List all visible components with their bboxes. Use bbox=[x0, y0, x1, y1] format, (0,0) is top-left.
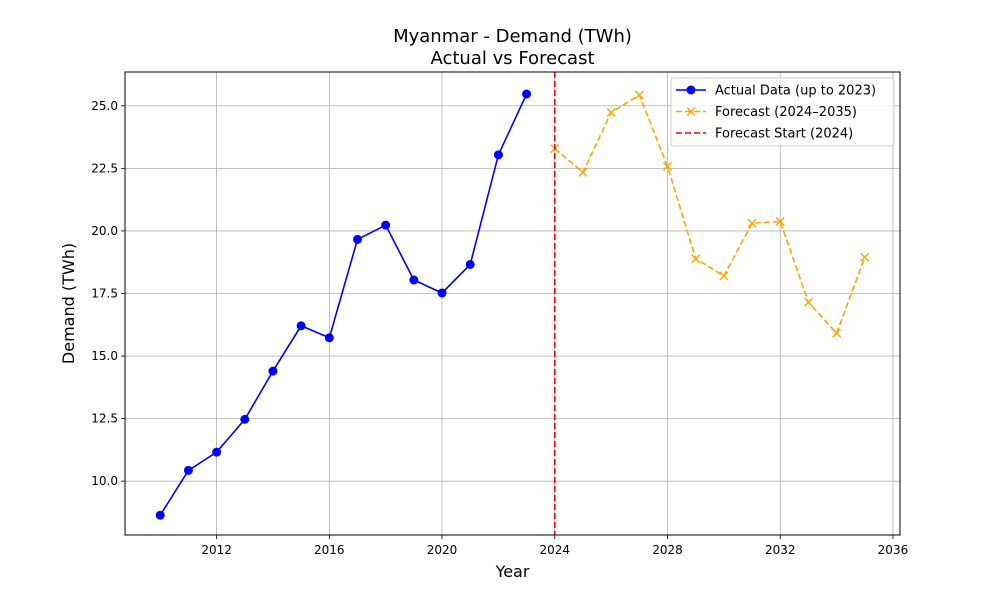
forecast-data-point bbox=[860, 252, 870, 262]
forecast-series-line bbox=[554, 93, 866, 335]
forecast-data-point bbox=[832, 328, 842, 338]
y-tick-label: 10.0 bbox=[91, 474, 118, 488]
actual-data-point bbox=[493, 150, 503, 160]
actual-data-point bbox=[296, 321, 306, 331]
forecast-data-point bbox=[606, 108, 616, 118]
y-axis-label: Demand (TWh) bbox=[59, 243, 78, 364]
forecast-data-point bbox=[663, 161, 672, 171]
forecast-data-point bbox=[578, 167, 588, 177]
legend-label-forecast-start: Forecast Start (2024) bbox=[715, 127, 853, 142]
plot-series bbox=[155, 72, 870, 535]
axis-ticks: 2012 2016 2020 2024 2028 2032 2036 10.0 12.5 15.0… bbox=[91, 99, 908, 557]
actual-data-point bbox=[353, 234, 362, 244]
legend-marker-forecast bbox=[686, 107, 696, 116]
actual-data-point bbox=[437, 288, 447, 298]
x-tick-label: 2028 bbox=[652, 543, 683, 557]
forecast-data-point bbox=[634, 90, 644, 100]
x-tick-label: 2012 bbox=[201, 543, 232, 557]
plot-frame bbox=[124, 71, 901, 536]
chart-subtitle: Actual vs Forecast bbox=[430, 48, 594, 69]
forecast-data-point bbox=[691, 254, 701, 264]
y-tick-label: 17.5 bbox=[91, 286, 118, 300]
actual-data-point bbox=[212, 447, 222, 457]
forecast-data-point bbox=[747, 218, 757, 228]
y-tick-label: 20.0 bbox=[91, 224, 118, 238]
x-axis-label: Year bbox=[495, 562, 530, 581]
forecast-data-point bbox=[803, 297, 813, 307]
y-tick-label: 15.0 bbox=[91, 349, 118, 363]
legend-label-forecast: Forecast (2024–2035) bbox=[715, 105, 857, 120]
actual-data-point bbox=[155, 510, 165, 520]
actual-data-point bbox=[409, 275, 419, 285]
legend-label-actual: Actual Data (up to 2023) bbox=[715, 84, 876, 99]
actual-series-line bbox=[159, 93, 528, 516]
y-tick-label: 22.5 bbox=[91, 161, 118, 175]
x-tick-label: 2036 bbox=[878, 543, 909, 557]
actual-data-point bbox=[240, 414, 250, 424]
x-tick-label: 2024 bbox=[539, 543, 570, 557]
actual-data-point bbox=[324, 333, 334, 343]
actual-data-point bbox=[268, 366, 278, 376]
forecast-data-point bbox=[719, 271, 729, 281]
legend-marker-actual bbox=[686, 85, 696, 95]
actual-data-point bbox=[465, 259, 475, 269]
actual-data-point bbox=[522, 89, 532, 99]
x-tick-label: 2032 bbox=[765, 543, 796, 557]
forecast-data-point bbox=[775, 216, 785, 226]
x-tick-label: 2016 bbox=[314, 543, 345, 557]
y-tick-label: 25.0 bbox=[91, 99, 118, 113]
x-tick-label: 2020 bbox=[427, 543, 458, 557]
actual-data-point bbox=[183, 465, 193, 475]
legend: Actual Data (up to 2023) Forecast (2024–2… bbox=[670, 77, 895, 147]
legend-frame bbox=[670, 77, 895, 147]
actual-data-point bbox=[381, 220, 391, 230]
chart-title: Myanmar - Demand (TWh) bbox=[393, 26, 632, 47]
y-tick-label: 12.5 bbox=[91, 412, 118, 426]
